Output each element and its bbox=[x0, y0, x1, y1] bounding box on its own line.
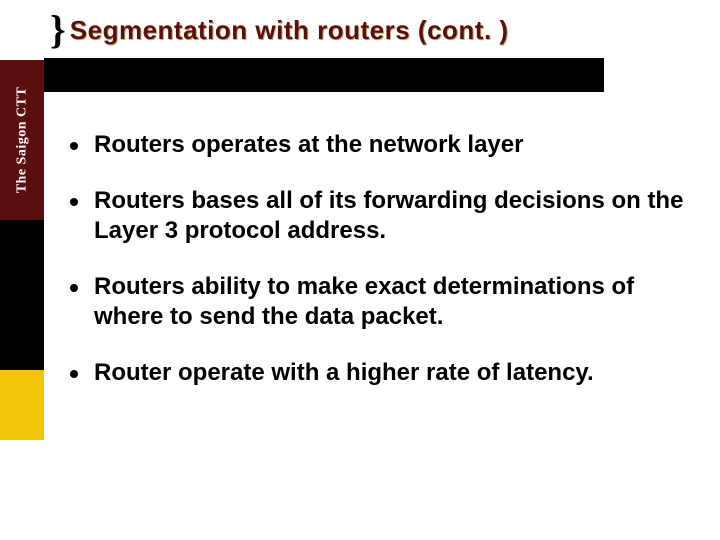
sidebar-label: The Saigon CTT bbox=[14, 87, 30, 194]
bullet-icon bbox=[70, 370, 78, 378]
list-item: Routers ability to make exact determinat… bbox=[70, 272, 700, 332]
list-item: Router operate with a higher rate of lat… bbox=[70, 358, 700, 388]
bullet-text: Router operate with a higher rate of lat… bbox=[94, 358, 594, 388]
bullet-text: Routers bases all of its forwarding deci… bbox=[94, 186, 700, 246]
sidebar-seg-5 bbox=[0, 440, 44, 540]
title-underline-bar bbox=[44, 58, 604, 92]
title-row: } Segmentation with routers (cont. ) bbox=[0, 0, 720, 60]
bullet-icon bbox=[70, 284, 78, 292]
sidebar-seg-4 bbox=[0, 370, 44, 440]
sidebar-seg-3 bbox=[0, 220, 44, 370]
brace-icon: } bbox=[50, 10, 66, 50]
slide: The Saigon CTT } Segmentation with route… bbox=[0, 0, 720, 540]
bullet-icon bbox=[70, 142, 78, 150]
bullet-text: Routers operates at the network layer bbox=[94, 130, 523, 160]
bullet-text: Routers ability to make exact determinat… bbox=[94, 272, 700, 332]
slide-title: Segmentation with routers (cont. ) bbox=[70, 15, 509, 46]
content-area: Routers operates at the network layer Ro… bbox=[70, 130, 700, 414]
bullet-icon bbox=[70, 198, 78, 206]
list-item: Routers operates at the network layer bbox=[70, 130, 700, 160]
sidebar-label-wrap: The Saigon CTT bbox=[0, 60, 44, 220]
list-item: Routers bases all of its forwarding deci… bbox=[70, 186, 700, 246]
